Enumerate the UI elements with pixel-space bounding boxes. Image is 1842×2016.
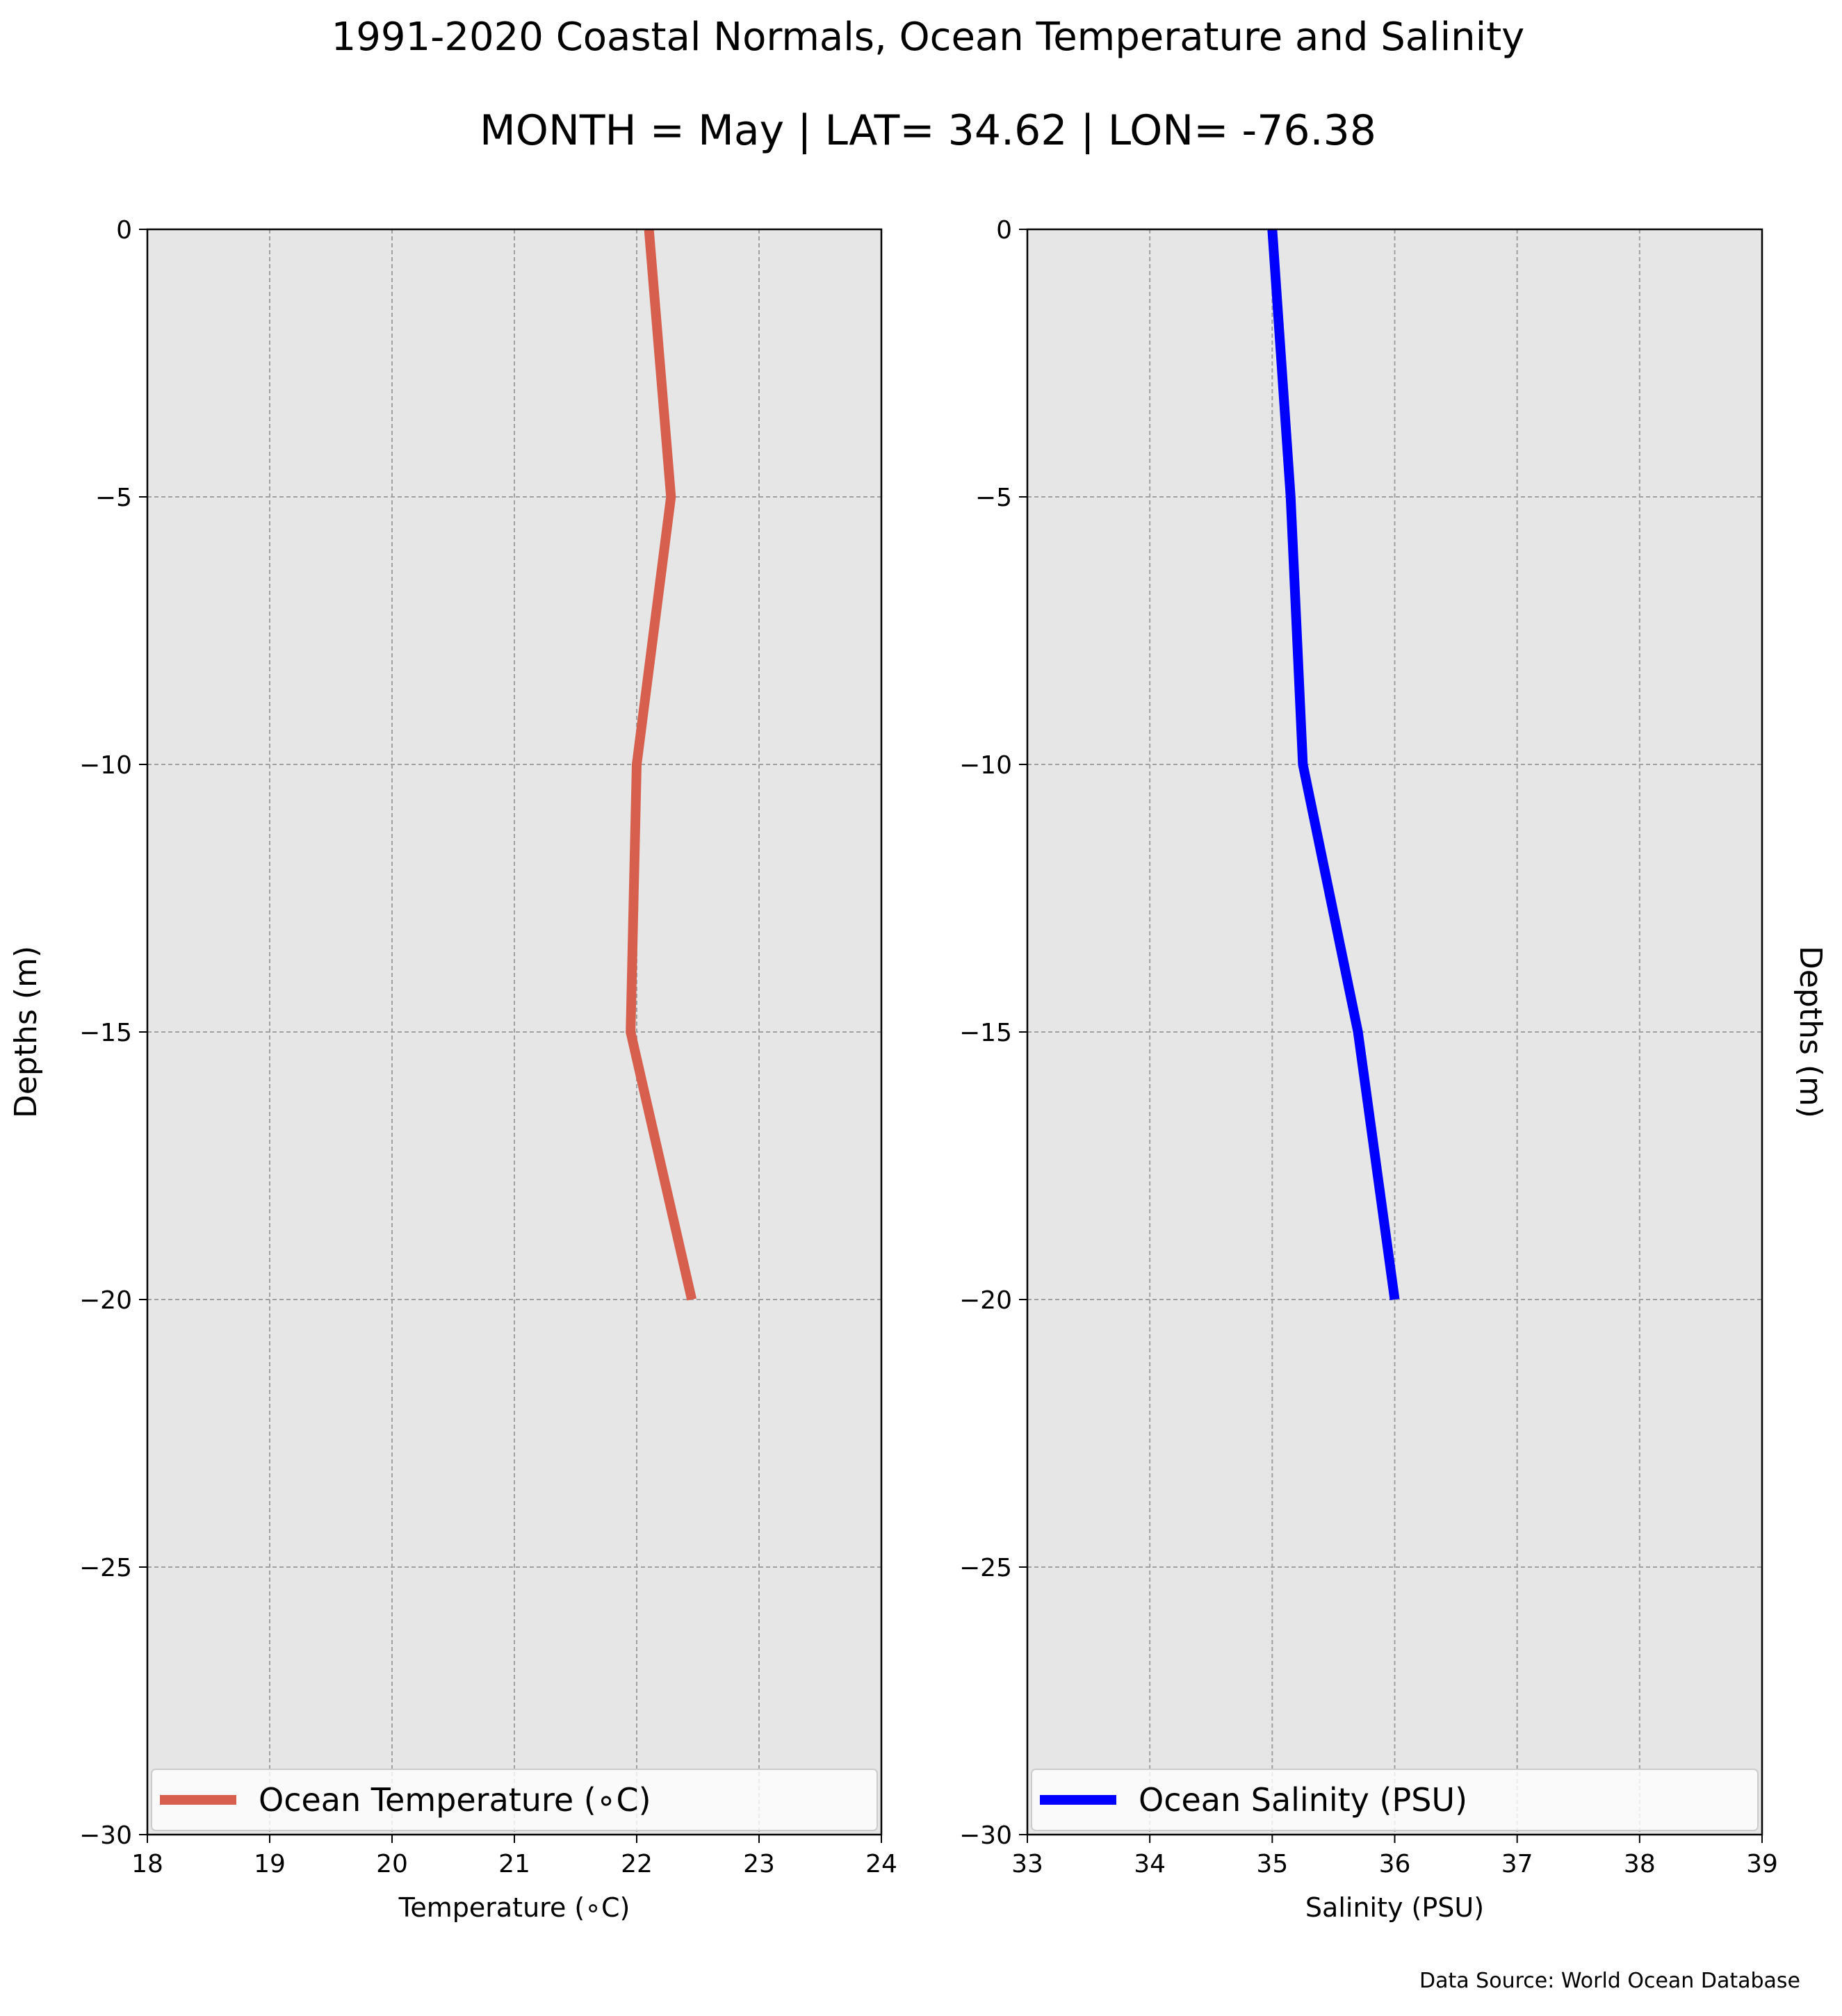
series-line-1 bbox=[1267, 229, 1400, 1300]
y-tick-label: −5 bbox=[95, 484, 132, 512]
x-tick-label: 19 bbox=[254, 1850, 286, 1878]
y-axis: 0 −5 −10 −15 −20 −25 −30 Depths (m) bbox=[8, 216, 147, 1850]
chart-panels: Ocean Temperature (∘C) 18 19 20 21 22 23 24 Temp… bbox=[8, 216, 1828, 1923]
x-tick-label: 23 bbox=[743, 1850, 775, 1878]
x-tick-label: 33 bbox=[1011, 1850, 1043, 1878]
x-tick-label: 24 bbox=[865, 1850, 897, 1878]
y-tick-label: −10 bbox=[959, 751, 1012, 780]
series-line-1 bbox=[626, 229, 697, 1301]
panel-1: Ocean Temperature (∘C) 18 19 20 21 22 23 24 Temp… bbox=[8, 216, 897, 1923]
x-tick-label: 20 bbox=[376, 1850, 408, 1878]
y-tick-label: −25 bbox=[79, 1554, 132, 1582]
y-tick-label: 0 bbox=[996, 216, 1012, 245]
legend-label: Ocean Salinity (PSU) bbox=[1139, 1781, 1467, 1819]
legend: Ocean Salinity (PSU) bbox=[1031, 1769, 1759, 1831]
x-tick-label: 35 bbox=[1256, 1850, 1288, 1878]
y-tick-label: 0 bbox=[116, 216, 132, 245]
x-tick-label: 21 bbox=[498, 1850, 530, 1878]
y-tick-label: −30 bbox=[959, 1821, 1012, 1850]
x-tick-label: 36 bbox=[1379, 1850, 1411, 1878]
x-tick-label: 39 bbox=[1746, 1850, 1778, 1878]
x-tick-label: 37 bbox=[1501, 1850, 1533, 1878]
x-tick-label: 38 bbox=[1624, 1850, 1656, 1878]
y-tick-label: −25 bbox=[959, 1554, 1012, 1582]
legend: Ocean Temperature (∘C) bbox=[151, 1769, 878, 1831]
y-tick-label: −20 bbox=[959, 1286, 1012, 1315]
legend-box bbox=[1031, 1769, 1759, 1831]
y-tick-label: −30 bbox=[79, 1821, 132, 1850]
x-axis-label: Salinity (PSU) bbox=[1305, 1892, 1484, 1923]
x-tick-label: 22 bbox=[621, 1850, 653, 1878]
y-tick-label: −10 bbox=[79, 751, 132, 780]
legend-box bbox=[151, 1769, 878, 1831]
y-tick-label: −5 bbox=[975, 484, 1012, 512]
y-axis-label: Depths (m) bbox=[8, 946, 44, 1118]
y-tick-label: −15 bbox=[959, 1019, 1012, 1047]
data-source-note: Data Source: World Ocean Database bbox=[1419, 1969, 1800, 1993]
x-axis: 33 34 35 36 37 38 39 Salinity (PSU) bbox=[1011, 1835, 1778, 1923]
x-axis-label: Temperature (∘C) bbox=[398, 1892, 630, 1923]
legend-label: Ocean Temperature (∘C) bbox=[259, 1781, 651, 1819]
y-tick-label: −15 bbox=[79, 1019, 132, 1047]
chart-subtitle: MONTH = May | LAT= 34.62 | LON= -76.38 bbox=[480, 106, 1376, 155]
x-axis: 18 19 20 21 22 23 24 Temperature (∘C) bbox=[131, 1835, 897, 1923]
y-tick-label: −20 bbox=[79, 1286, 132, 1315]
y-axis: 0 −5 −10 −15 −20 −25 −30 Depths (m) bbox=[959, 216, 1828, 1850]
x-tick-label: 18 bbox=[131, 1850, 163, 1878]
y-axis-label: Depths (m) bbox=[1793, 946, 1828, 1118]
x-tick-label: 34 bbox=[1134, 1850, 1166, 1878]
chart-title: 1991-2020 Coastal Normals, Ocean Tempera… bbox=[332, 15, 1525, 60]
panel-2: Ocean Salinity (PSU) 33 34 35 36 37 38 39 Salini… bbox=[959, 216, 1828, 1923]
